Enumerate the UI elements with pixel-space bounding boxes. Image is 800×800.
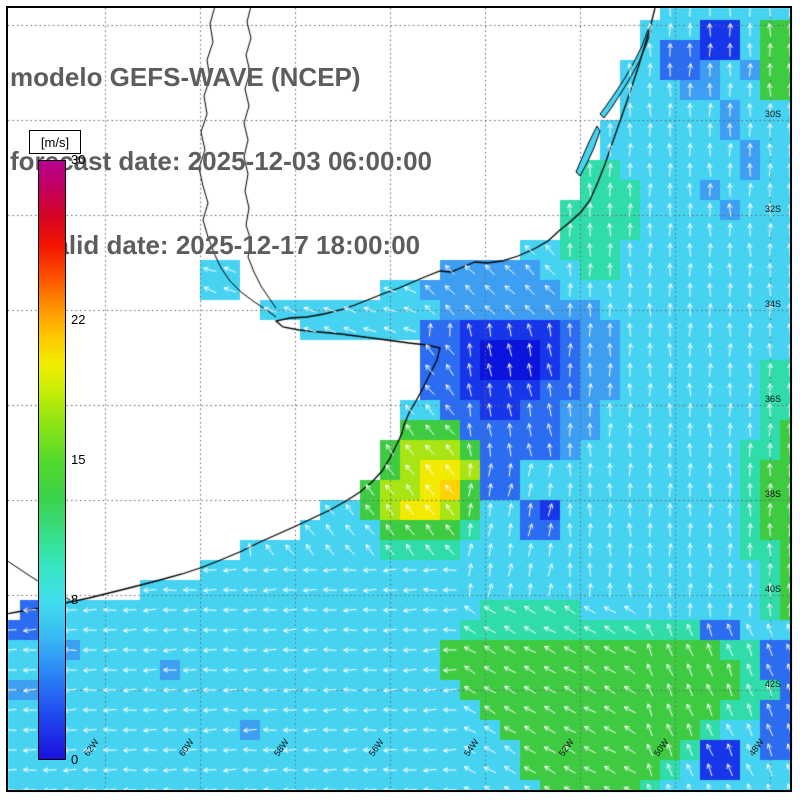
colorbar-gradient [38, 160, 66, 760]
lat-label: 34S [765, 299, 782, 309]
valid-date: valid date: 2025-12-17 18:00:00 [40, 230, 421, 260]
colorbar-tick: 15 [71, 452, 86, 467]
lat-label: 40S [765, 584, 782, 594]
lat-label: 38S [765, 489, 782, 499]
title-block: modelo GEFS-WAVE (NCEP) forecast date: 2… [10, 7, 432, 315]
lat-label: 30S [765, 109, 782, 119]
colorbar-unit-text: [m/s] [40, 134, 70, 150]
model-title: modelo GEFS-WAVE (NCEP) [10, 62, 361, 92]
lat-label: 42S [765, 679, 782, 689]
colorbar-unit-label: [m/s] [29, 130, 81, 154]
colorbar-tick: 22 [71, 312, 86, 327]
lat-label: 36S [765, 394, 782, 404]
colorbar-tick: 0 [71, 752, 79, 767]
lat-label: 32S [765, 204, 782, 214]
colorbar-tick: 8 [71, 592, 79, 607]
colorbar-tick: 30 [71, 152, 86, 167]
